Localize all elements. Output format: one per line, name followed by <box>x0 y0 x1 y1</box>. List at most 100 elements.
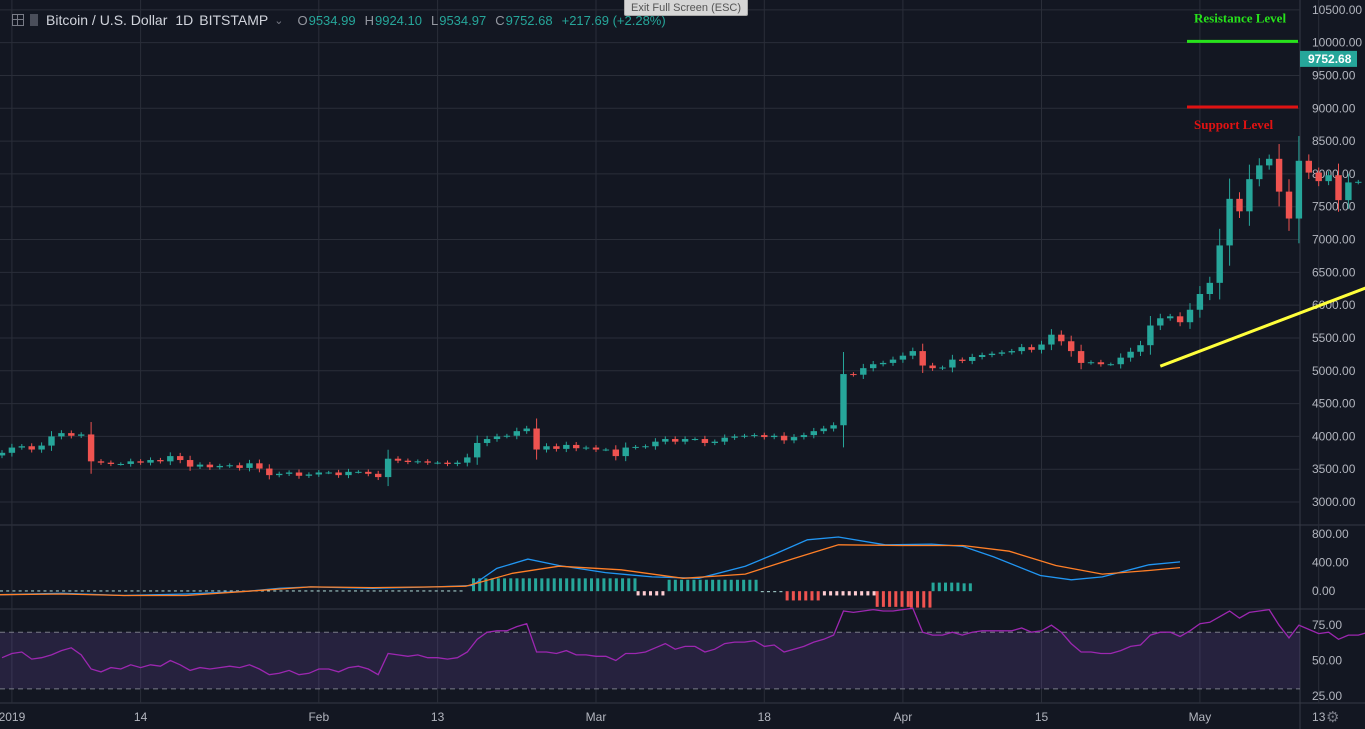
macd-histogram-bar <box>291 590 295 592</box>
macd-histogram-bar <box>74 590 78 592</box>
macd-histogram-bar <box>459 590 463 592</box>
candle-body <box>167 456 174 462</box>
candle-body <box>107 462 115 464</box>
macd-histogram-bar <box>540 578 544 592</box>
candle-body <box>305 474 313 476</box>
timeframe[interactable]: 1D <box>175 12 194 28</box>
macd-histogram-bar <box>124 590 128 592</box>
open-label: O <box>297 12 308 28</box>
candle-body <box>1285 191 1293 219</box>
macd-histogram-bar <box>161 590 165 592</box>
chevron-down-icon[interactable]: ⌄ <box>274 14 284 27</box>
candle-body <box>860 368 867 375</box>
candle-body <box>394 458 402 461</box>
candle-body <box>1018 347 1025 352</box>
macd-histogram-bar <box>422 590 426 592</box>
candle-body <box>1335 175 1342 201</box>
macd-histogram-bar <box>6 590 10 592</box>
macd-histogram-bar <box>841 591 845 596</box>
macd-histogram-bar <box>881 591 885 607</box>
candle-body <box>741 435 748 437</box>
x-tick-label: 2019 <box>0 710 26 724</box>
candle-body <box>1246 179 1253 212</box>
gear-icon[interactable]: ⚙ <box>1326 709 1340 726</box>
exchange[interactable]: BITSTAMP <box>199 12 269 28</box>
macd-histogram-bar <box>661 591 665 596</box>
candle-body <box>959 359 966 361</box>
macd-histogram-bar <box>24 590 28 592</box>
candle-body <box>18 446 25 448</box>
macd-histogram-bar <box>944 582 947 592</box>
macd-histogram-bar <box>503 578 507 592</box>
candle-body <box>444 462 451 464</box>
symbol-name[interactable]: Bitcoin / U.S. Dollar <box>46 12 168 28</box>
candle-body <box>810 431 817 436</box>
candle-body <box>830 425 837 429</box>
chart-header: Bitcoin / U.S. Dollar 1D BITSTAMP ⌄ O 953… <box>0 10 675 30</box>
candle-body <box>1196 294 1204 310</box>
macd-histogram-bar <box>937 582 941 592</box>
candle-body <box>939 367 946 369</box>
macd-histogram-bar <box>754 579 758 592</box>
candle-body <box>1266 158 1273 166</box>
y-tick-label: 6500.00 <box>1312 265 1356 279</box>
y-tick-label: 10000.00 <box>1312 36 1362 50</box>
macd-histogram-bar <box>484 578 488 592</box>
candle-body <box>375 473 382 478</box>
macd-histogram-bar <box>322 590 326 592</box>
candle-body <box>117 463 124 465</box>
candle-body <box>751 435 758 437</box>
macd-histogram-bar <box>760 591 764 593</box>
y-tick-label: 7000.00 <box>1312 233 1356 247</box>
macd-histogram-bar <box>99 590 103 592</box>
candle-body <box>87 434 95 462</box>
macd-histogram-bar <box>621 578 625 592</box>
macd-histogram-bar <box>298 590 302 592</box>
macd-histogram-bar <box>698 579 702 592</box>
y-tick-label: 3500.00 <box>1312 462 1356 476</box>
y-tick-label: 4000.00 <box>1312 429 1356 443</box>
macd-histogram-bar <box>577 578 581 592</box>
macd-histogram-bar <box>18 590 22 592</box>
candle-body <box>285 472 293 474</box>
macd-histogram-bar <box>829 591 833 596</box>
candle-body <box>414 461 421 463</box>
candle-body <box>1068 341 1075 352</box>
macd-histogram-bar <box>931 582 935 592</box>
macd-histogram-bar <box>804 591 808 601</box>
macd-histogram-bar <box>86 590 90 592</box>
candle-body <box>8 447 16 453</box>
macd-histogram-bar <box>649 591 652 596</box>
macd-histogram-bar <box>922 591 926 608</box>
last-price-label: 9752.68 <box>1308 52 1352 66</box>
macd-histogram-bar <box>866 591 870 596</box>
candle-body <box>850 374 857 376</box>
trendline <box>1159 286 1365 368</box>
candle-body <box>800 435 808 438</box>
candle-body <box>672 439 679 442</box>
candle-body <box>483 439 491 443</box>
candle-body <box>1107 364 1114 366</box>
macd-histogram-bar <box>447 590 451 592</box>
y-tick-label: 5000.00 <box>1312 364 1356 378</box>
candle-body <box>721 437 728 442</box>
macd-histogram-bar <box>49 590 53 592</box>
exit-fullscreen-hint[interactable]: Exit Full Screen (ESC) <box>624 0 748 16</box>
expand-icon[interactable] <box>12 14 24 26</box>
candle-body <box>780 435 788 441</box>
macd-histogram-bar <box>273 590 277 592</box>
macd-histogram-bar <box>496 578 500 592</box>
candle-body <box>1137 345 1144 352</box>
candle-body <box>365 471 372 474</box>
candle-body <box>652 441 659 447</box>
candle-body <box>998 352 1006 354</box>
candle-body <box>1236 198 1243 212</box>
resistance-label: Resistance Level <box>1194 10 1286 25</box>
macd-histogram-bar <box>211 590 215 592</box>
candle-body <box>147 460 154 463</box>
candle-body <box>1028 347 1035 350</box>
macd-histogram-bar <box>80 590 84 592</box>
macd-histogram-bar <box>521 578 525 592</box>
low-label: L <box>430 12 439 28</box>
